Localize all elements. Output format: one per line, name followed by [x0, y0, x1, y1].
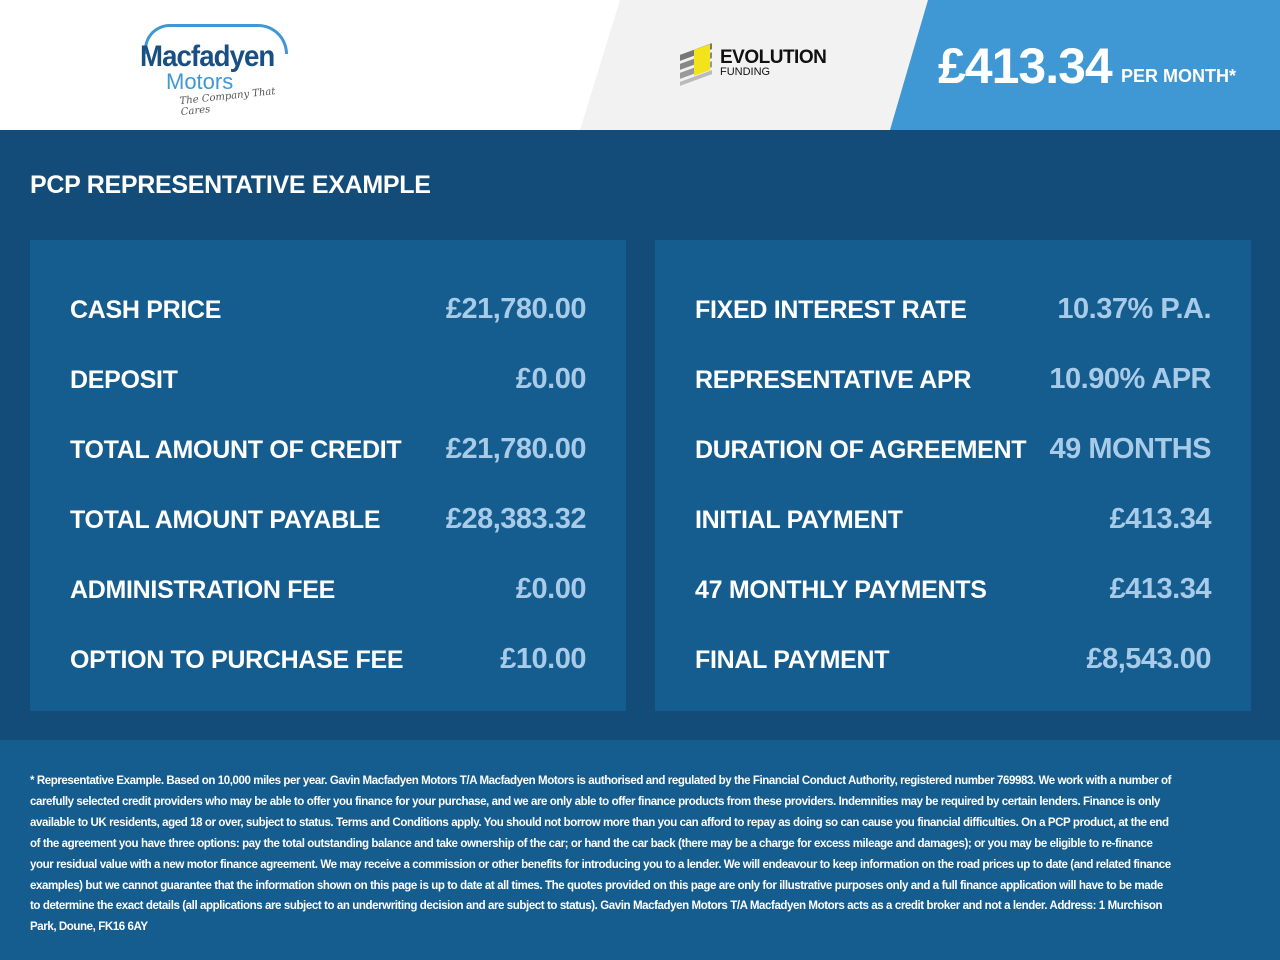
row-value: 49 MONTHS	[1049, 433, 1212, 465]
evolution-stack-icon	[680, 43, 712, 86]
partner-name: EVOLUTION	[720, 46, 827, 68]
row-label: CASH PRICE	[70, 296, 222, 324]
row-label: TOTAL AMOUNT PAYABLE	[70, 506, 381, 534]
price-band	[890, 0, 1280, 130]
row-label: FINAL PAYMENT	[695, 646, 890, 674]
logo-line2: Motors	[166, 69, 234, 94]
row-label: INITIAL PAYMENT	[695, 506, 903, 534]
row-label: TOTAL AMOUNT OF CREDIT	[70, 436, 402, 464]
row-value: £10.00	[500, 643, 586, 675]
row-value: £0.00	[515, 363, 587, 395]
finance-row: CASH PRICE £21,780.00	[70, 286, 587, 356]
row-value: £0.00	[515, 573, 587, 605]
partner-sub: FUNDING	[720, 65, 771, 78]
row-label: REPRESENTATIVE APR	[695, 366, 972, 394]
row-value: £28,383.32	[445, 503, 587, 535]
finance-row: 47 MONTHLY PAYMENTS £413.34	[695, 566, 1212, 636]
row-value: £413.34	[1109, 503, 1212, 535]
evolution-funding-logo: EVOLUTION FUNDING	[680, 43, 827, 86]
row-label: 47 MONTHLY PAYMENTS	[695, 576, 987, 604]
row-label: OPTION TO PURCHASE FEE	[70, 646, 404, 674]
row-label: DURATION OF AGREEMENT	[695, 436, 1027, 464]
row-label: DEPOSIT	[70, 366, 178, 394]
row-label: FIXED INTEREST RATE	[695, 296, 967, 324]
row-label: ADMINISTRATION FEE	[70, 576, 335, 604]
macfadyen-logo[interactable]: Macfadyen Motors The Company That Cares	[138, 22, 298, 118]
header: Macfadyen Motors The Company That Cares …	[0, 0, 1280, 130]
finance-row: DEPOSIT £0.00	[70, 356, 587, 426]
finance-row: TOTAL AMOUNT PAYABLE £28,383.32	[70, 496, 587, 566]
disclaimer-text: * Representative Example. Based on 10,00…	[30, 773, 1172, 934]
finance-row: OPTION TO PURCHASE FEE £10.00	[70, 636, 586, 706]
row-value: £413.34	[1109, 573, 1212, 605]
finance-row: FIXED INTEREST RATE 10.37% P.A.	[695, 286, 1211, 356]
row-value: 10.90% APR	[1049, 363, 1211, 395]
finance-row: REPRESENTATIVE APR 10.90% APR	[695, 356, 1211, 426]
disclaimer-section: * Representative Example. Based on 10,00…	[0, 740, 1280, 960]
finance-row: FINAL PAYMENT £8,543.00	[695, 636, 1211, 706]
left-finance-panel: CASH PRICE £21,780.00 DEPOSIT £0.00 TOTAL …	[30, 240, 626, 711]
per-month-label: PER MONTH*	[1121, 66, 1237, 86]
finance-row: TOTAL AMOUNT OF CREDIT £21,780.00	[70, 426, 587, 496]
logo-line1: Macfadyen	[140, 40, 275, 73]
monthly-price: £413.34	[938, 38, 1113, 94]
row-value: £8,543.00	[1086, 643, 1211, 675]
row-value: £21,780.00	[445, 293, 587, 325]
finance-row: ADMINISTRATION FEE £0.00	[70, 566, 587, 636]
section-title: PCP REPRESENTATIVE EXAMPLE	[30, 171, 431, 199]
finance-row: DURATION OF AGREEMENT 49 MONTHS	[695, 426, 1212, 496]
row-value: £21,780.00	[445, 433, 587, 465]
row-value: 10.37% P.A.	[1057, 293, 1211, 325]
right-finance-panel: FIXED INTEREST RATE 10.37% P.A. REPRESENT…	[655, 240, 1251, 711]
finance-row: INITIAL PAYMENT £413.34	[695, 496, 1212, 566]
